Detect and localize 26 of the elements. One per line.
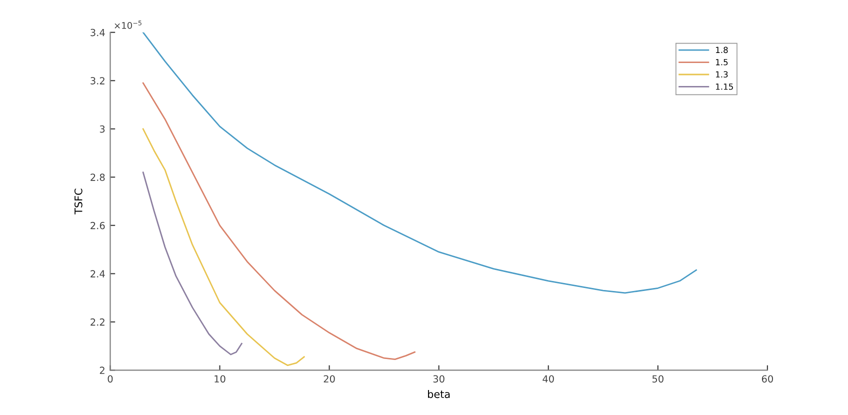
line-series [142,172,242,356]
line-series [142,32,697,294]
x-tick-label: 30 [433,375,444,383]
y-tick-label: 2.4 [90,270,105,278]
x-tick-label: 10 [214,375,226,383]
legend-label: 1.5 [716,59,728,66]
line-series [142,82,416,360]
y-tick-label: 2.2 [90,318,104,326]
x-axis-title: beta [428,390,450,398]
legend-label: 1.3 [716,71,728,78]
y-tick-label: 3.2 [90,77,104,84]
x-tick-label: 0 [108,375,113,383]
y-axis-title: TSFC [74,188,82,214]
y-tick-label: 2 [100,366,104,374]
x-tick-label: 50 [652,375,664,383]
line-series [142,128,305,366]
y-tick-label: 3 [100,125,105,133]
text: ×10$^{−5}$ [114,20,142,29]
legend-label: 1.8 [716,46,728,54]
x-tick-label: 60 [762,375,773,383]
x-tick-label: 20 [324,375,335,383]
x-tick-label: 40 [542,375,554,383]
y-tick-label: 2.6 [90,222,105,230]
y-tick-label: 2.8 [90,174,105,181]
legend-label: 1.15 [716,84,733,90]
y-tick-label: 3.4 [90,28,105,36]
